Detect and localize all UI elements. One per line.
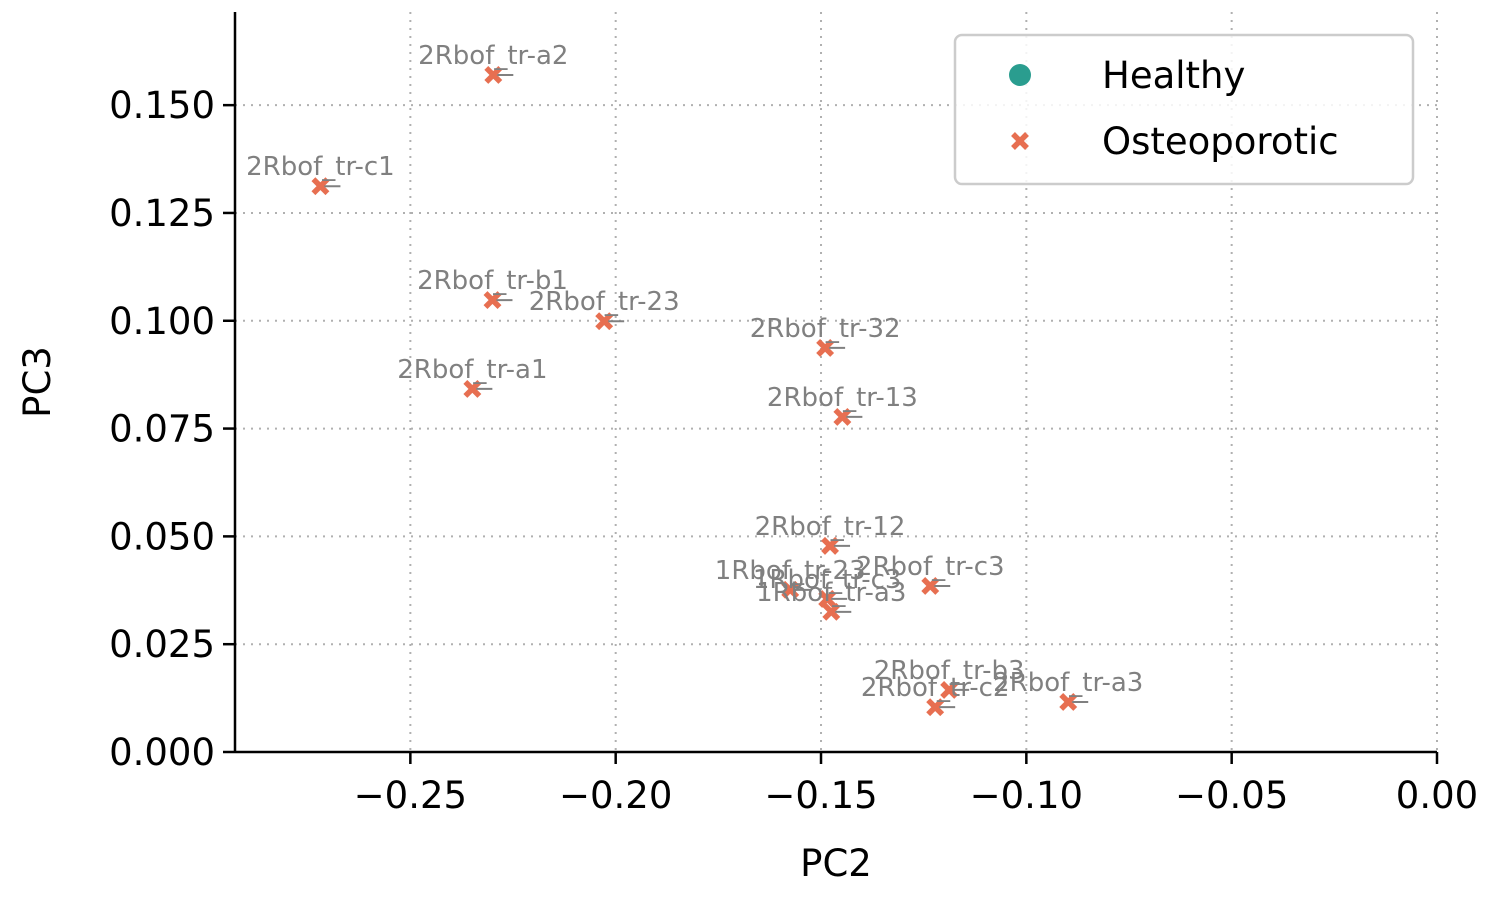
data-points bbox=[311, 66, 1078, 717]
x-tick-label: −0.25 bbox=[354, 774, 467, 817]
legend-label: Osteoporotic bbox=[1102, 120, 1339, 163]
point-label: 2Rbof_tr-32 bbox=[750, 314, 901, 344]
y-tick-label: 0.100 bbox=[109, 300, 215, 343]
x-axis-label: PC2 bbox=[800, 842, 872, 885]
point-annotations: 2Rbof_tr-a22Rbof_tr-c12Rbof_tr-b12Rbof_t… bbox=[246, 41, 1143, 709]
data-point bbox=[833, 407, 852, 426]
legend: Healthy Osteoporotic bbox=[953, 33, 1415, 186]
point-label: 1Rbof_tr-23 bbox=[715, 556, 866, 586]
data-point bbox=[816, 338, 835, 357]
legend-box bbox=[953, 33, 1415, 186]
point-label: 2Rbof_tr-b1 bbox=[417, 266, 568, 296]
point-label: 1Rbof_tr-a3 bbox=[756, 578, 906, 608]
data-point bbox=[818, 589, 837, 608]
y-ticks: 0.000 0.025 0.050 0.075 0.100 0.125 0.150 bbox=[109, 84, 235, 774]
point-label: 2Rbof_tr-c1 bbox=[246, 152, 395, 182]
x-ticks: −0.25 −0.20 −0.15 −0.10 −0.05 0.00 bbox=[354, 752, 1478, 817]
x-tick-label: 0.00 bbox=[1396, 774, 1478, 817]
x-tick-label: −0.20 bbox=[559, 774, 672, 817]
point-label: 2Rbof_tr-a3 bbox=[993, 668, 1143, 698]
legend-label: Healthy bbox=[1102, 54, 1245, 97]
legend-marker-x-icon bbox=[1011, 132, 1029, 150]
data-point bbox=[822, 602, 841, 621]
point-label: 2Rbof_tr-c3 bbox=[856, 552, 1005, 582]
data-point bbox=[921, 577, 940, 595]
y-tick-label: 0.150 bbox=[109, 84, 215, 127]
data-point bbox=[926, 698, 945, 717]
data-point bbox=[781, 580, 800, 599]
data-point bbox=[595, 312, 614, 331]
point-label: 2Rbof_tr-12 bbox=[755, 512, 906, 542]
y-tick-label: 0.050 bbox=[109, 515, 215, 558]
x-tick-label: −0.15 bbox=[764, 774, 877, 817]
point-label: 2Rbof_tr-a2 bbox=[418, 41, 568, 71]
y-tick-label: 0.125 bbox=[109, 192, 215, 235]
y-tick-label: 0.000 bbox=[109, 731, 215, 774]
point-label: 2Rbof_tr-23 bbox=[529, 287, 680, 317]
axes bbox=[233, 12, 1437, 754]
legend-marker-circle-icon bbox=[1009, 64, 1031, 86]
point-label: 2Rbof_tr-13 bbox=[767, 383, 918, 413]
y-tick-label: 0.075 bbox=[109, 408, 215, 451]
data-point bbox=[311, 177, 330, 196]
x-tick-label: −0.10 bbox=[970, 774, 1083, 817]
data-point bbox=[1059, 693, 1078, 711]
point-label: 2Rbof_tr-b3 bbox=[874, 656, 1025, 686]
point-label: 2Rbof_tr-a1 bbox=[397, 355, 547, 385]
data-point bbox=[821, 536, 839, 555]
data-point bbox=[483, 291, 502, 310]
y-axis-label: PC3 bbox=[16, 346, 59, 418]
y-tick-label: 0.025 bbox=[109, 623, 215, 666]
data-point bbox=[484, 66, 503, 84]
point-label: 2Rbof_tr-c2 bbox=[861, 673, 1010, 703]
data-point bbox=[940, 680, 959, 699]
data-point bbox=[463, 379, 482, 398]
point-label: 1Rbof_tr-c3 bbox=[753, 565, 902, 595]
x-tick-label: −0.05 bbox=[1175, 774, 1288, 817]
